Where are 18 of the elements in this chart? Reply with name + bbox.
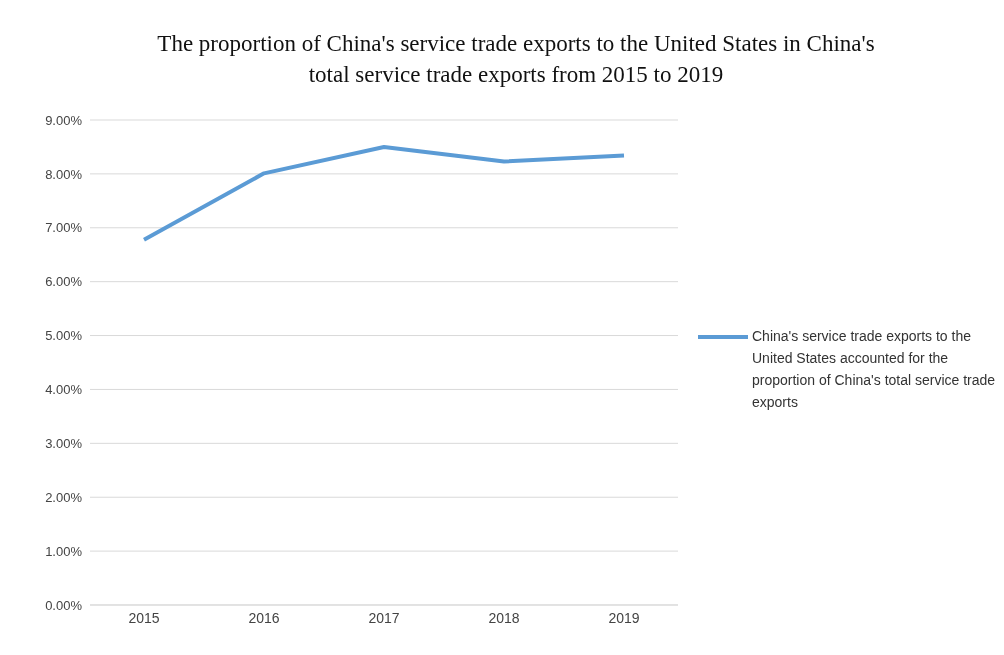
chart-title: The proportion of China's service trade exports to the United States in China's total service trade exports from 2015 to 2019 bbox=[156, 30, 876, 89]
x-tick-label: 2016 bbox=[248, 609, 280, 626]
y-tick-label: 2.00% bbox=[45, 489, 83, 505]
y-tick-label: 9.00% bbox=[45, 112, 83, 128]
y-tick-label: 4.00% bbox=[45, 382, 83, 398]
line-series bbox=[142, 144, 626, 242]
y-tick-label: 8.00% bbox=[45, 166, 83, 182]
y-tick-label: 6.00% bbox=[45, 274, 83, 290]
y-tick-label: 1.00% bbox=[45, 543, 83, 559]
y-tick-label: 5.00% bbox=[45, 328, 83, 344]
y-tick-label: 0.00% bbox=[45, 597, 83, 613]
x-tick-label: 2015 bbox=[128, 609, 160, 626]
x-tick-label: 2017 bbox=[368, 609, 400, 626]
legend-label: China's service trade exports to the United States accounted for the proportion of China's total service trade exports bbox=[752, 326, 997, 412]
x-tick-label: 2018 bbox=[488, 609, 520, 626]
x-tick-label: 2019 bbox=[608, 609, 640, 626]
y-tick-label: 7.00% bbox=[45, 220, 83, 236]
y-tick-label: 3.00% bbox=[45, 435, 83, 451]
